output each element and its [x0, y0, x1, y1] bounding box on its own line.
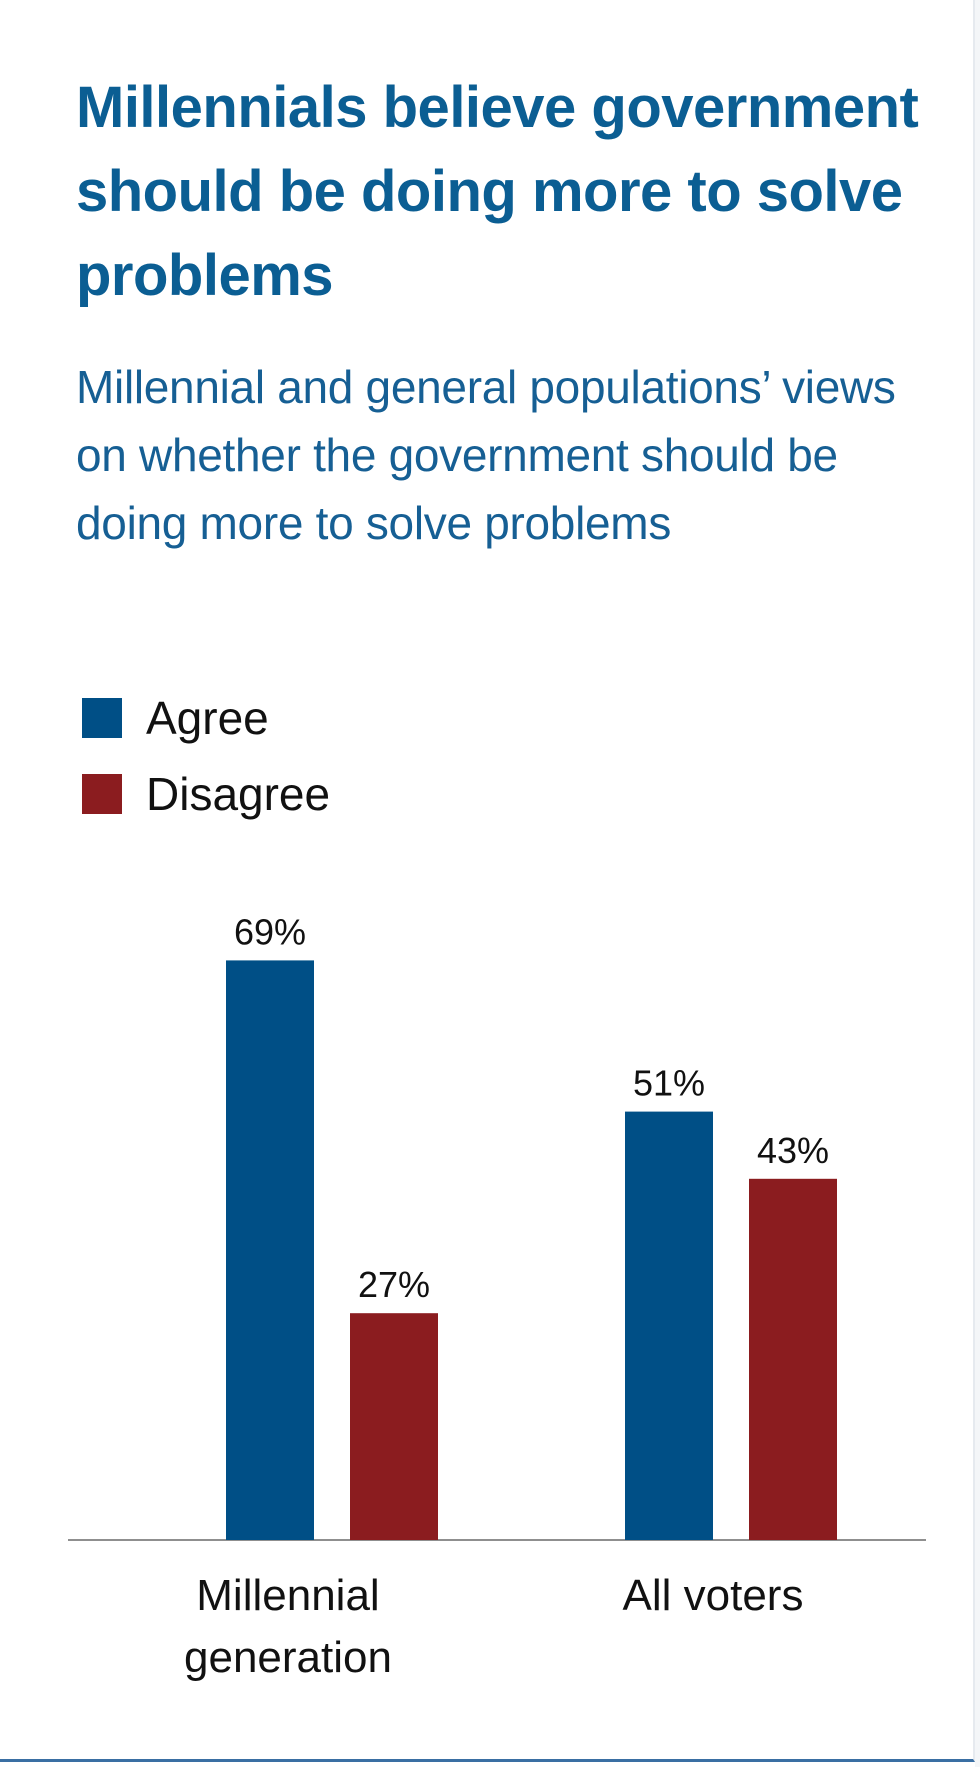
bar-disagree-0 — [350, 1313, 438, 1540]
bar-disagree-1 — [749, 1178, 837, 1540]
page-edge — [975, 0, 980, 1767]
data-label-disagree-0: 27% — [358, 1264, 430, 1305]
legend: Agree Disagree — [82, 680, 330, 832]
bar-agree-1 — [625, 1111, 713, 1540]
data-label-agree-1: 51% — [633, 1063, 705, 1104]
data-label-agree-0: 69% — [234, 911, 306, 952]
legend-item-disagree: Disagree — [82, 756, 330, 832]
category-label-0-0: Millennial — [196, 1571, 379, 1620]
legend-swatch-disagree — [82, 774, 122, 814]
legend-label-disagree: Disagree — [146, 768, 331, 820]
chart-title: Millennials believe government should be… — [76, 75, 919, 308]
chart-subtitle: Millennial and general populations’ view… — [76, 361, 896, 549]
bar-agree-0 — [226, 960, 314, 1540]
category-label-0-1: generation — [184, 1633, 392, 1682]
legend-swatch-agree — [82, 698, 122, 738]
legend-label-agree: Agree — [146, 692, 269, 744]
data-label-disagree-1: 43% — [757, 1130, 829, 1171]
legend-item-agree: Agree — [82, 680, 330, 756]
category-label-1-0: All voters — [623, 1571, 804, 1620]
